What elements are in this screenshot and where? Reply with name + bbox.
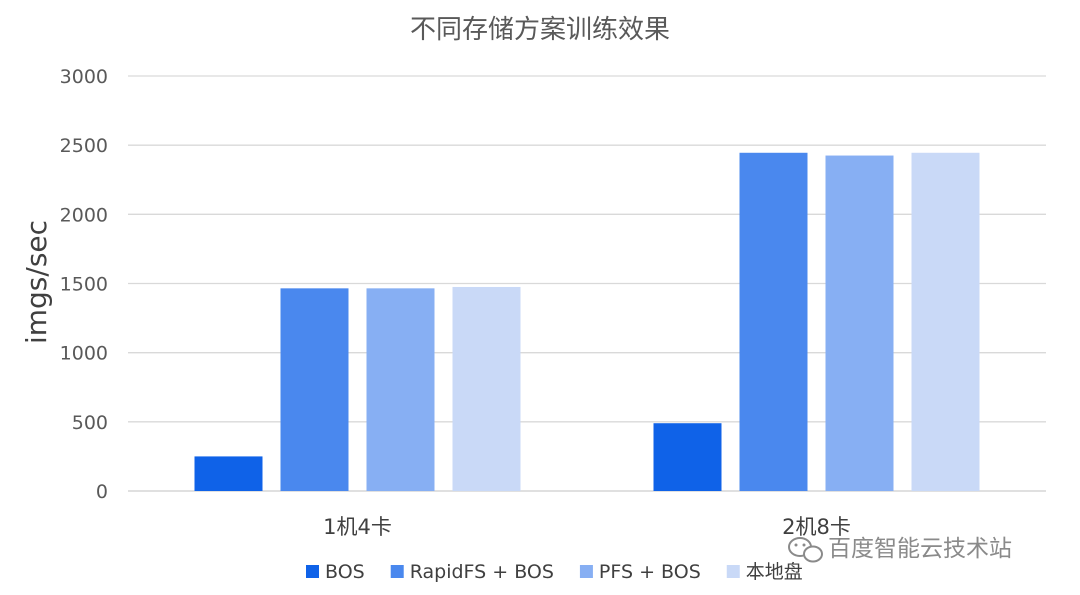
bar	[739, 152, 808, 491]
legend-label: 本地盘	[746, 561, 803, 583]
y-tick-label: 2000	[60, 204, 108, 226]
y-tick-label: 0	[96, 481, 108, 503]
y-tick-label: 1000	[60, 343, 108, 365]
legend-swatch	[579, 565, 593, 578]
x-category-label: 2机8卡	[782, 515, 851, 539]
chart-title: 不同存储方案训练效果	[410, 15, 670, 45]
bar	[911, 152, 980, 491]
watermark-text: 百度智能云技术站	[828, 536, 1012, 562]
x-axis-categories: 1机4卡 2机8卡	[323, 515, 851, 539]
legend-item: BOS	[306, 561, 365, 583]
y-axis-label: imgs/sec	[20, 220, 53, 344]
x-category-label: 1机4卡	[323, 515, 392, 539]
bar	[280, 288, 349, 491]
bar	[194, 456, 263, 491]
wechat-icon	[788, 537, 823, 563]
bars	[194, 152, 980, 491]
legend-item: PFS + BOS	[579, 561, 701, 583]
gridlines	[128, 75, 1046, 492]
y-axis-ticks: 0 500 1000 1500 2000 2500 3000	[60, 66, 108, 503]
y-tick-label: 2500	[60, 135, 108, 157]
bar	[653, 423, 722, 491]
legend: BOS RapidFS + BOS PFS + BOS 本地盘	[306, 561, 803, 583]
bar	[825, 155, 894, 491]
y-tick-label: 1500	[60, 274, 108, 296]
watermark: 百度智能云技术站	[788, 536, 1012, 563]
y-tick-label: 3000	[60, 66, 108, 88]
legend-swatch	[306, 565, 319, 578]
y-tick-label: 500	[72, 412, 108, 434]
bar	[366, 288, 435, 491]
legend-label: PFS + BOS	[599, 561, 701, 583]
legend-swatch	[726, 565, 740, 578]
legend-label: RapidFS + BOS	[410, 561, 554, 583]
legend-swatch	[390, 565, 404, 578]
legend-label: BOS	[325, 561, 365, 583]
legend-item: RapidFS + BOS	[390, 561, 554, 583]
legend-item: 本地盘	[726, 561, 803, 583]
bar	[452, 286, 521, 491]
